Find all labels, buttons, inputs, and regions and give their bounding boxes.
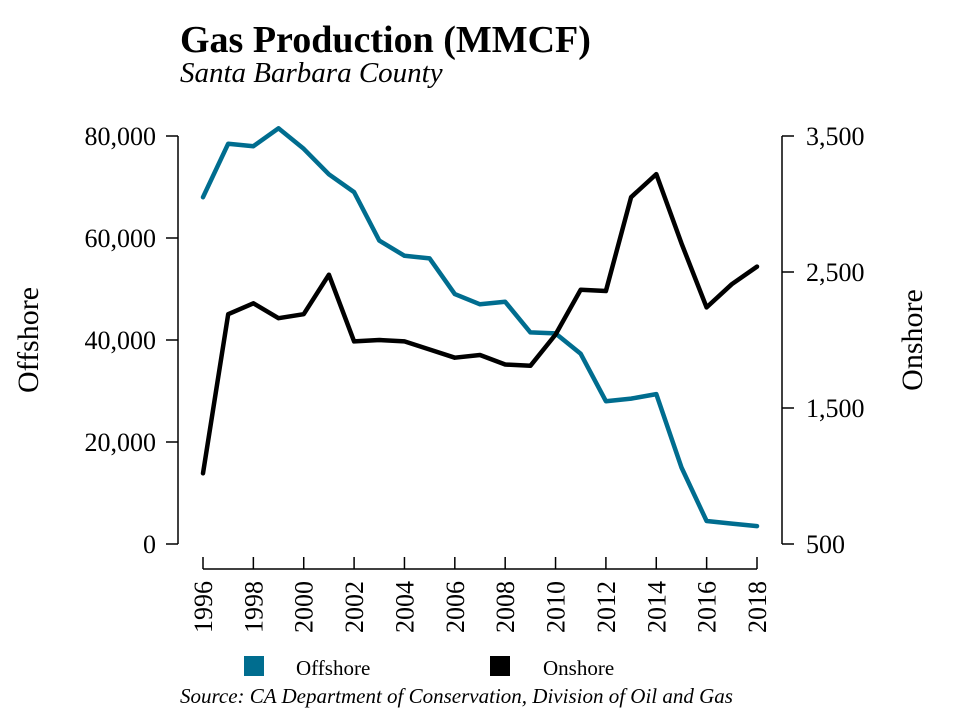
- x-axis-tick-label: 2000: [290, 581, 319, 633]
- left-axis-tick-label: 60,000: [85, 224, 157, 253]
- left-axis-tick-label: 40,000: [85, 326, 157, 355]
- x-axis-tick-label: 2006: [441, 581, 470, 633]
- legend-swatch-onshore: [490, 656, 510, 676]
- legend-label-offshore: Offshore: [296, 656, 370, 680]
- left-y-axis: 0 20,000 40,000 60,000 80,000: [85, 122, 179, 559]
- right-axis-title: Onshore: [896, 289, 929, 391]
- left-axis-tick-label: 0: [143, 530, 156, 559]
- x-axis-tick-label: 2016: [693, 581, 722, 633]
- chart-subtitle: Santa Barbara County: [180, 57, 443, 89]
- right-axis-tick-label: 500: [806, 530, 845, 559]
- legend-swatch-offshore: [244, 656, 264, 676]
- x-axis-tick-label: 2014: [642, 581, 671, 633]
- x-axis: 1996 1998 2000 2002 2004 2006 2008 2010 2012 2014…: [189, 557, 772, 633]
- series-line-offshore: [200, 126, 760, 529]
- right-axis-tick-label: 2,500: [806, 258, 865, 287]
- left-axis-tick-label: 80,000: [85, 122, 157, 151]
- x-axis-tick-label: 2018: [743, 581, 772, 633]
- right-y-axis: 500 1,500 2,500 3,500: [781, 122, 865, 559]
- x-axis-tick-label: 1998: [239, 581, 268, 633]
- x-axis-tick-label: 2004: [390, 581, 419, 633]
- left-axis-title: Offshore: [12, 287, 45, 393]
- x-axis-tick-label: 2012: [592, 581, 621, 633]
- legend: Offshore Onshore: [244, 656, 614, 680]
- right-axis-tick-label: 1,500: [806, 394, 865, 423]
- left-axis-tick-label: 20,000: [85, 428, 157, 457]
- legend-label-onshore: Onshore: [543, 656, 614, 680]
- right-axis-tick-label: 3,500: [806, 122, 865, 151]
- x-axis-tick-label: 1996: [189, 581, 218, 633]
- series-line-onshore: [200, 171, 760, 476]
- x-axis-tick-label: 2010: [542, 581, 571, 633]
- x-axis-tick-label: 2008: [491, 581, 520, 633]
- series-layer: [200, 126, 760, 529]
- source-note: Source: CA Department of Conservation, D…: [180, 684, 733, 708]
- chart-title: Gas Production (MMCF): [180, 19, 591, 61]
- x-axis-tick-label: 2002: [340, 581, 369, 633]
